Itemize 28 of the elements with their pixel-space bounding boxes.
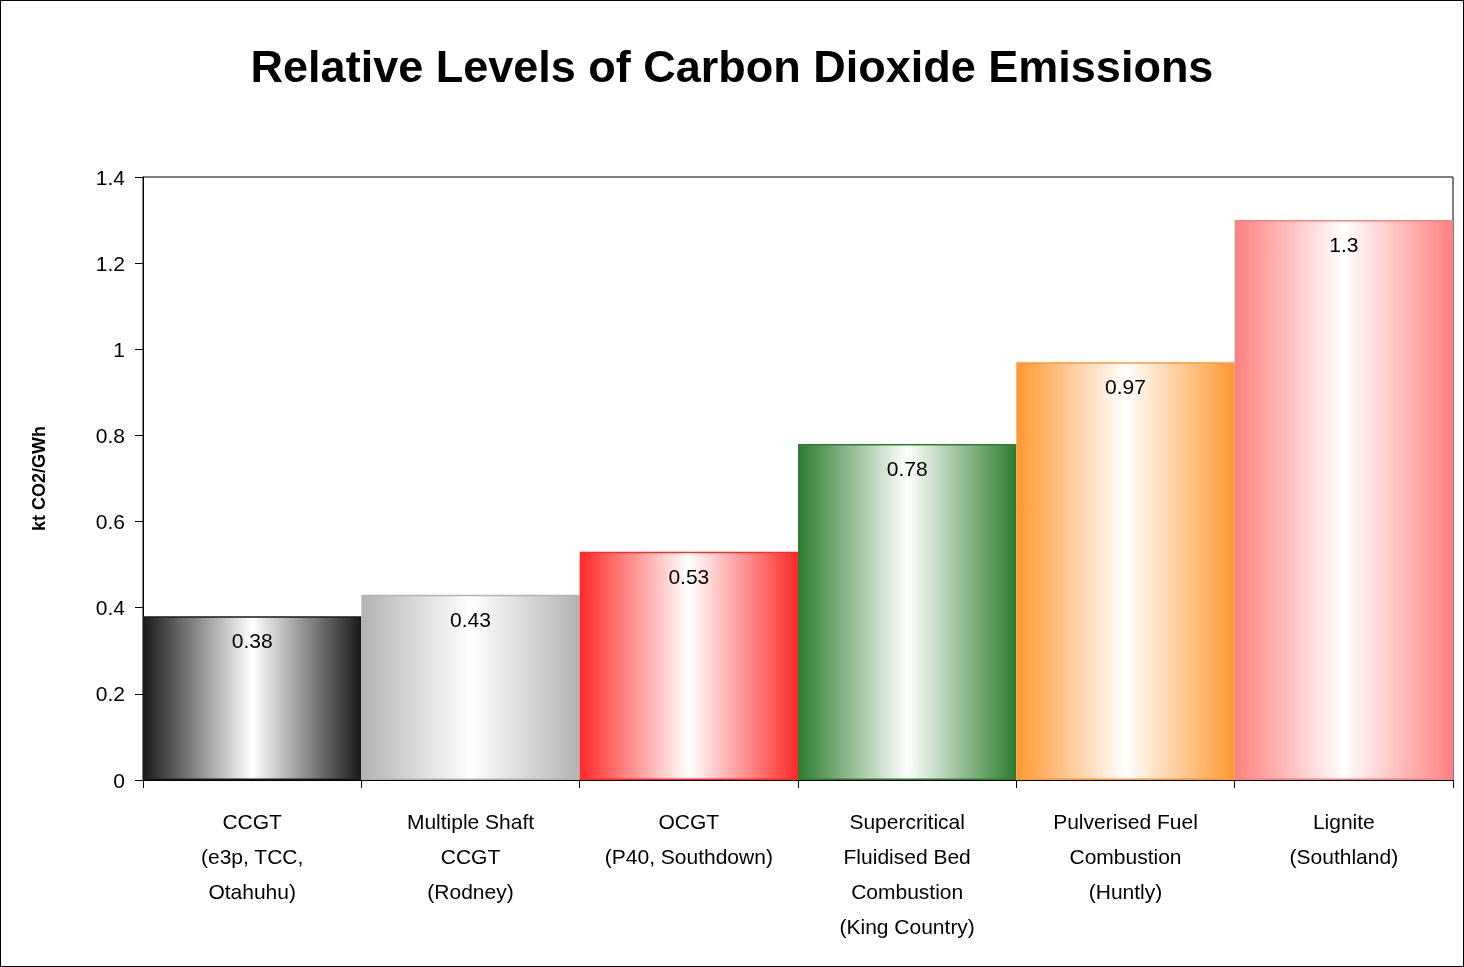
data-label: 0.97 bbox=[1105, 375, 1146, 399]
chart-title: Relative Levels of Carbon Dioxide Emissions bbox=[250, 41, 1214, 92]
bar bbox=[798, 444, 1017, 780]
y-tick-label: 0.4 bbox=[95, 596, 126, 620]
data-label: 0.78 bbox=[886, 457, 928, 481]
y-tick-label: 0.6 bbox=[95, 510, 125, 534]
data-label: 1.3 bbox=[1329, 233, 1359, 257]
y-tick-label: 0.2 bbox=[95, 682, 125, 706]
data-label: 0.43 bbox=[450, 607, 491, 631]
data-label: 0.53 bbox=[668, 564, 710, 588]
x-tick-label: Multiple Shaft CCGT (Rodney) bbox=[406, 810, 535, 903]
x-tick-label: Pulverised Fuel Combustion (Huntly) bbox=[1053, 810, 1198, 903]
y-tick-label: 1 bbox=[113, 337, 125, 361]
x-tick-label: OCGT (P40, Southdown) bbox=[604, 810, 773, 868]
data-label: 0.38 bbox=[231, 629, 273, 653]
y-tick-label: 1.4 bbox=[95, 165, 126, 189]
x-tick-label: Supercritical Fluidised Bed Combustion (King Country) bbox=[839, 810, 975, 938]
y-tick-label: 1.2 bbox=[95, 251, 125, 275]
bar bbox=[1234, 220, 1453, 780]
y-tick-label: 0 bbox=[113, 768, 125, 792]
bar bbox=[579, 551, 798, 780]
bar bbox=[1016, 362, 1235, 780]
x-tick-label: Lignite (Southland) bbox=[1289, 810, 1399, 868]
bar bbox=[143, 616, 362, 780]
bar bbox=[361, 594, 580, 780]
x-tick-label: CCGT (e3p, TCC, Otahuhu) bbox=[201, 810, 304, 903]
y-axis-title: kt CO2/GWh bbox=[29, 425, 49, 532]
y-tick-label: 0.8 bbox=[95, 423, 125, 447]
